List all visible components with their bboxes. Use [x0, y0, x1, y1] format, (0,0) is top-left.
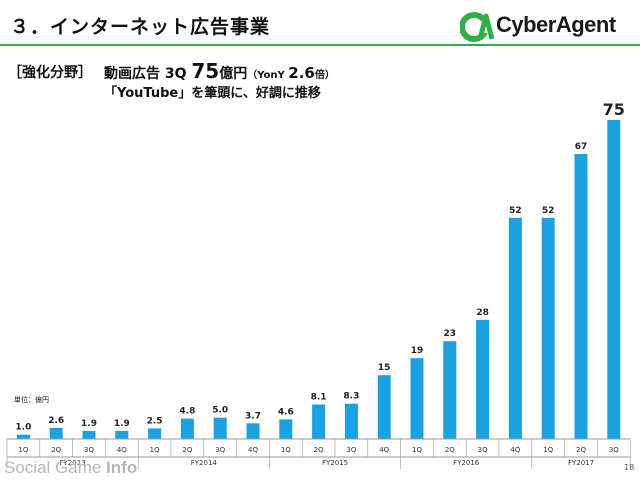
data-label: 1.9 — [81, 419, 97, 429]
data-label: 19 — [411, 346, 424, 356]
x-group-label: FY2014 — [191, 459, 218, 467]
x-tick-label: 4Q — [248, 446, 258, 454]
bar — [377, 375, 391, 439]
headline-value: 75 — [191, 59, 220, 83]
data-label: 8.1 — [311, 393, 327, 403]
bar — [148, 428, 162, 439]
data-label: 75 — [603, 100, 625, 119]
x-group-label: FY2015 — [322, 459, 348, 467]
data-label: 23 — [444, 329, 457, 339]
x-tick-label: 1Q — [18, 446, 28, 454]
x-tick-label: 2Q — [576, 446, 586, 454]
unit-label: 単位：億円 — [14, 396, 49, 404]
headline-unit: 億円 — [219, 66, 248, 82]
bar — [213, 417, 227, 439]
bar — [312, 404, 326, 439]
x-tick-label: 1Q — [150, 446, 160, 454]
data-label: 8.3 — [343, 392, 359, 402]
data-label: 28 — [476, 308, 489, 318]
bar — [49, 427, 63, 439]
bar — [180, 418, 194, 439]
x-tick-label: 3Q — [84, 446, 94, 454]
headline-yoy-unit: 倍 — [314, 70, 325, 81]
headline: 動画広告 3Q 75億円（YonY 2.6倍） — [104, 59, 335, 83]
headline-prefix: 動画広告 3Q — [104, 66, 192, 82]
data-label: 52 — [509, 206, 522, 216]
data-label: 15 — [378, 363, 391, 373]
bar — [541, 217, 555, 439]
x-tick-label: 3Q — [609, 446, 619, 454]
headline-yoy-value: 2.6 — [288, 64, 315, 82]
x-tick-label: 4Q — [379, 446, 389, 454]
bar — [115, 430, 129, 439]
data-label: 67 — [575, 142, 588, 152]
data-label: 2.5 — [147, 416, 163, 426]
x-tick-label: 1Q — [281, 446, 291, 454]
bar — [443, 341, 457, 439]
x-tick-label: 3Q — [215, 446, 225, 454]
bar — [16, 434, 30, 439]
bar — [410, 358, 424, 439]
bar — [279, 419, 293, 439]
x-tick-label: 4Q — [117, 446, 127, 454]
bar — [607, 120, 621, 439]
x-tick-label: 2Q — [182, 446, 192, 454]
headline-subline: 「YouTube」を筆頭に、好調に推移 — [104, 86, 321, 101]
watermark-part2: Info — [106, 458, 138, 477]
x-group-label: FY2013 — [60, 459, 86, 467]
bar — [82, 430, 96, 439]
data-label: 1.0 — [15, 423, 31, 433]
bar — [246, 423, 260, 439]
data-label: 4.6 — [278, 407, 294, 417]
logo-wordmark: CyberAgent — [496, 12, 616, 37]
cyberagent-logo: CyberAgent — [460, 12, 638, 42]
data-label: 1.9 — [114, 419, 130, 429]
bar — [574, 154, 588, 439]
headline-yoy-open: （YonY — [247, 70, 289, 81]
watermark-part1: Social Game — [4, 458, 107, 477]
data-label: 52 — [542, 206, 555, 216]
data-label: 4.8 — [179, 407, 195, 417]
x-tick-label: 2Q — [314, 446, 324, 454]
watermark: Social Game Info — [4, 458, 137, 478]
data-label: 5.0 — [212, 406, 228, 416]
bar — [476, 319, 490, 439]
x-tick-label: 2Q — [445, 446, 455, 454]
x-tick-label: 1Q — [412, 446, 422, 454]
page-number: 18 — [624, 463, 635, 472]
ca-mark-icon — [460, 12, 494, 42]
x-group-label: FY2016 — [453, 459, 480, 467]
x-tick-label: 4Q — [510, 446, 520, 454]
category-tag: ［強化分野］ — [8, 65, 92, 81]
x-tick-label: 3Q — [478, 446, 488, 454]
slide-title: ３．インターネット広告事業 — [10, 16, 271, 38]
data-label: 2.6 — [48, 416, 64, 426]
title-divider — [0, 44, 640, 46]
bar — [344, 403, 358, 439]
headline-yoy-close: ） — [324, 70, 335, 81]
x-tick-label: 1Q — [543, 446, 553, 454]
data-label: 3.7 — [245, 411, 261, 421]
x-group-label: FY2017 — [568, 459, 594, 467]
bar — [508, 217, 522, 439]
x-tick-label: 3Q — [346, 446, 356, 454]
x-tick-label: 2Q — [51, 446, 61, 454]
